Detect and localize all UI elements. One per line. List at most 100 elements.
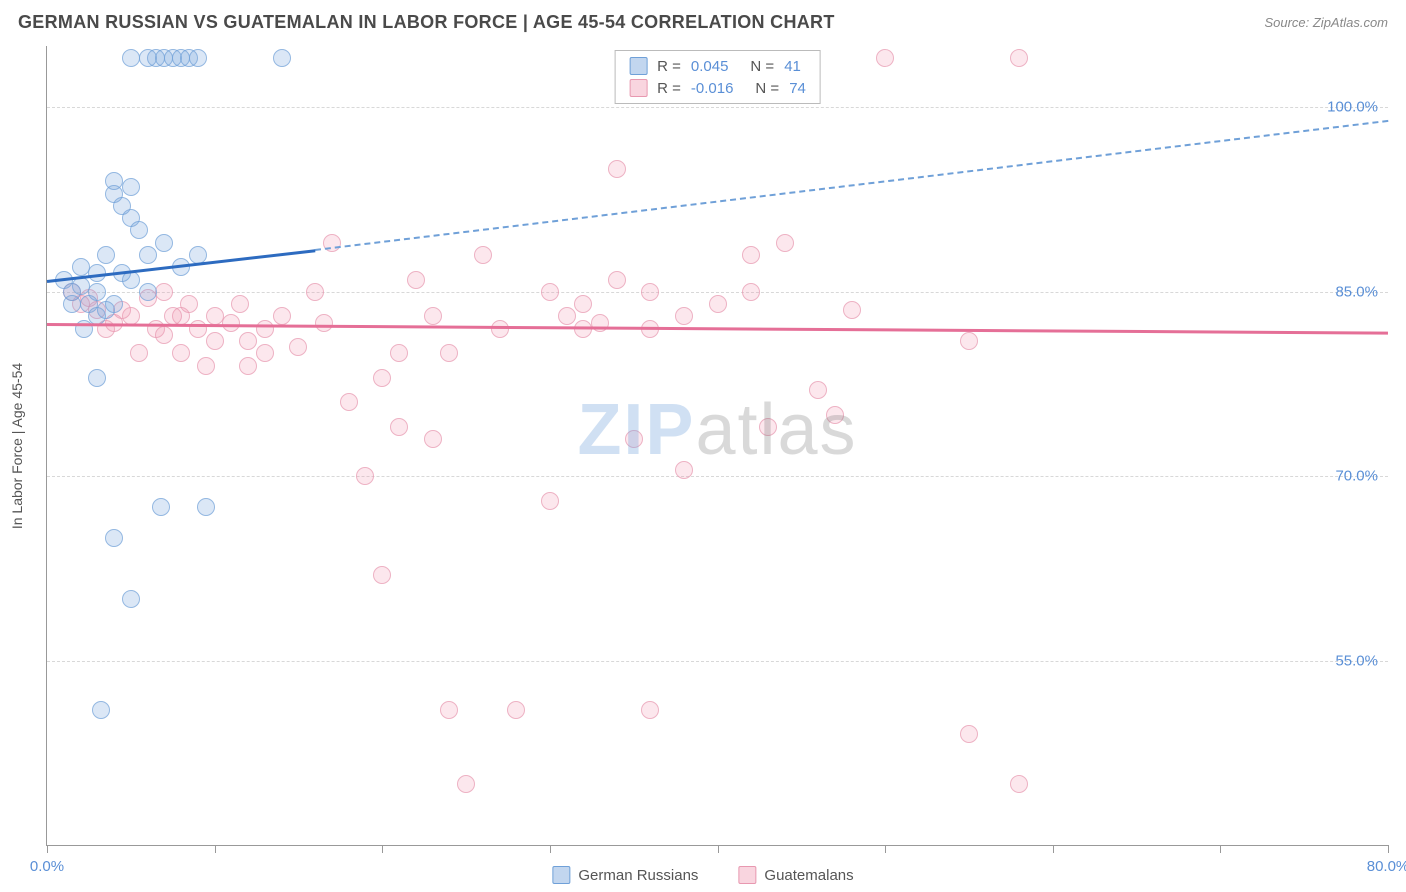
scatter-point xyxy=(608,160,626,178)
x-tick xyxy=(47,845,48,853)
x-tick xyxy=(885,845,886,853)
scatter-point xyxy=(574,295,592,313)
scatter-point xyxy=(105,172,123,190)
scatter-point xyxy=(105,529,123,547)
scatter-point xyxy=(843,301,861,319)
scatter-point xyxy=(424,307,442,325)
scatter-point xyxy=(625,430,643,448)
scatter-point xyxy=(759,418,777,436)
scatter-point xyxy=(122,49,140,67)
stat-row: R =0.045N =41 xyxy=(629,55,806,77)
scatter-point xyxy=(256,320,274,338)
source-label: Source: ZipAtlas.com xyxy=(1264,15,1388,30)
scatter-point xyxy=(373,566,391,584)
scatter-point xyxy=(105,295,123,313)
scatter-point xyxy=(608,271,626,289)
scatter-point xyxy=(373,369,391,387)
scatter-point xyxy=(742,283,760,301)
y-tick-label: 85.0% xyxy=(1335,283,1378,300)
scatter-point xyxy=(641,283,659,301)
scatter-point xyxy=(231,295,249,313)
gridline xyxy=(47,292,1388,293)
scatter-point xyxy=(139,246,157,264)
plot-region: 55.0%70.0%85.0%100.0%0.0%80.0% xyxy=(47,46,1388,845)
scatter-point xyxy=(72,258,90,276)
x-tick xyxy=(1388,845,1389,853)
stat-row: R = -0.016 N = 74 xyxy=(629,77,806,99)
scatter-point xyxy=(315,314,333,332)
scatter-point xyxy=(63,295,81,313)
stat-n-value: 41 xyxy=(784,58,801,75)
scatter-point xyxy=(709,295,727,313)
scatter-point xyxy=(440,344,458,362)
scatter-point xyxy=(675,307,693,325)
scatter-point xyxy=(97,246,115,264)
scatter-point xyxy=(206,307,224,325)
x-tick xyxy=(1053,845,1054,853)
scatter-point xyxy=(88,283,106,301)
scatter-point xyxy=(189,49,207,67)
scatter-point xyxy=(407,271,425,289)
scatter-point xyxy=(507,701,525,719)
scatter-point xyxy=(1010,49,1028,67)
x-tick xyxy=(550,845,551,853)
scatter-point xyxy=(558,307,576,325)
stat-r-label: R = xyxy=(657,80,681,97)
scatter-point xyxy=(130,221,148,239)
scatter-point xyxy=(155,234,173,252)
legend-item: German Russians xyxy=(552,866,698,884)
x-tick xyxy=(718,845,719,853)
scatter-point xyxy=(197,498,215,516)
scatter-point xyxy=(826,406,844,424)
stat-r-value: -0.016 xyxy=(691,80,734,97)
x-tick xyxy=(1220,845,1221,853)
scatter-point xyxy=(390,418,408,436)
stat-box: R = 0.045 N = 41 R = -0.016 N = 74 xyxy=(614,50,821,104)
scatter-point xyxy=(390,344,408,362)
stat-swatch xyxy=(629,57,647,75)
gridline xyxy=(47,661,1388,662)
scatter-point xyxy=(876,49,894,67)
scatter-point xyxy=(122,590,140,608)
y-tick-label: 55.0% xyxy=(1335,652,1378,669)
scatter-point xyxy=(776,234,794,252)
scatter-point xyxy=(742,246,760,264)
scatter-point xyxy=(239,332,257,350)
x-tick xyxy=(382,845,383,853)
scatter-point xyxy=(541,283,559,301)
stat-n-value: 74 xyxy=(789,80,806,97)
stat-swatch xyxy=(629,79,647,97)
scatter-point xyxy=(424,430,442,448)
scatter-point xyxy=(139,283,157,301)
legend-label: Guatemalans xyxy=(764,867,853,884)
legend-swatch xyxy=(552,866,570,884)
legend-label: German Russians xyxy=(578,867,698,884)
scatter-point xyxy=(222,314,240,332)
scatter-point xyxy=(256,344,274,362)
scatter-point xyxy=(273,49,291,67)
y-tick-label: 70.0% xyxy=(1335,468,1378,485)
scatter-point xyxy=(960,332,978,350)
scatter-point xyxy=(289,338,307,356)
stat-r-value: 0.045 xyxy=(691,58,729,75)
legend-item: Guatemalans xyxy=(738,866,853,884)
scatter-point xyxy=(474,246,492,264)
x-tick-label: 80.0% xyxy=(1367,858,1406,875)
x-tick xyxy=(215,845,216,853)
scatter-point xyxy=(197,357,215,375)
scatter-point xyxy=(189,320,207,338)
scatter-point xyxy=(164,307,182,325)
scatter-point xyxy=(960,725,978,743)
chart-title: GERMAN RUSSIAN VS GUATEMALAN IN LABOR FO… xyxy=(18,12,835,33)
gridline xyxy=(47,107,1388,108)
chart-area: In Labor Force | Age 45-54 55.0%70.0%85.… xyxy=(46,46,1388,846)
stat-n-label: N = xyxy=(750,58,774,75)
scatter-point xyxy=(155,326,173,344)
regression-line xyxy=(315,120,1388,251)
scatter-point xyxy=(92,701,110,719)
scatter-point xyxy=(273,307,291,325)
scatter-point xyxy=(356,467,374,485)
stat-n-label: N = xyxy=(755,80,779,97)
scatter-point xyxy=(306,283,324,301)
scatter-point xyxy=(152,498,170,516)
